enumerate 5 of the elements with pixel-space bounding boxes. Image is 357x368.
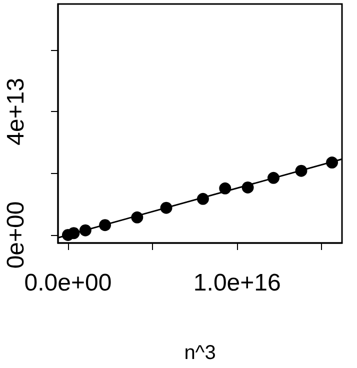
x-tick-label: 1.0e+16 [193, 270, 281, 296]
x-tick-label: 0.0e+00 [24, 270, 112, 296]
y-tick-label: 4e+13 [2, 78, 30, 146]
x-axis-title: n^3 [184, 342, 216, 364]
y-tick-label: 0e+00 [2, 201, 30, 269]
